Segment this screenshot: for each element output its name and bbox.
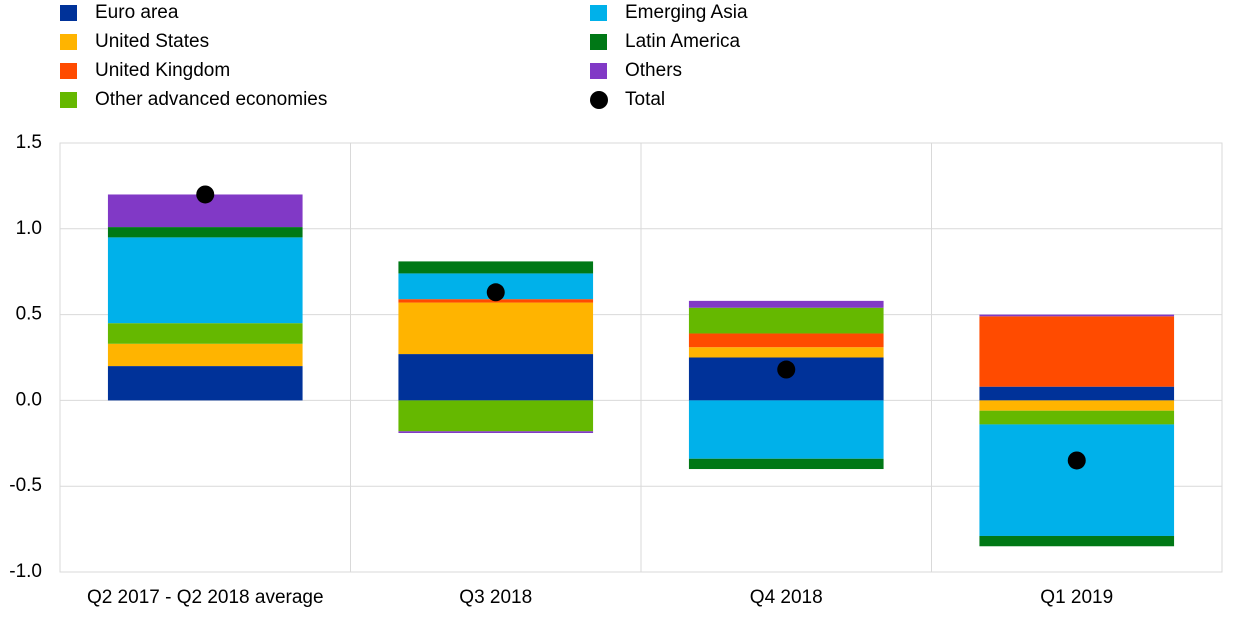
total-marker [196, 185, 215, 204]
y-tick-label: 1.5 [16, 132, 42, 153]
bar-segment [107, 323, 303, 344]
bar-segment [979, 410, 1175, 425]
bar-segment [688, 347, 884, 358]
bar-segment [398, 354, 594, 401]
bar-segment [107, 227, 303, 238]
y-tick-label: -0.5 [9, 475, 42, 496]
x-tick-label: Q4 2018 [750, 587, 823, 608]
total-marker [486, 283, 505, 302]
y-tick-label: -1.0 [9, 561, 42, 582]
legend-marker [590, 91, 608, 109]
legend-label: United States [95, 31, 209, 52]
bar-segment [107, 343, 303, 367]
legend-label: Total [625, 89, 665, 110]
bar-segment [979, 386, 1175, 401]
bar-segment [107, 237, 303, 324]
legend-swatch [590, 34, 607, 50]
bar-segment [688, 400, 884, 459]
legend-label: Latin America [625, 31, 741, 52]
bar-segment [979, 316, 1175, 387]
legend-swatch [590, 63, 607, 79]
legend-swatch [590, 5, 607, 21]
bar-segment [979, 535, 1175, 547]
legend-swatch [60, 92, 77, 108]
bar-segment [107, 366, 303, 401]
y-tick-label: 1.0 [16, 218, 42, 239]
bar-segment [979, 424, 1175, 536]
total-marker [777, 360, 796, 379]
bar-segment [688, 307, 884, 334]
bar-segment [979, 314, 1175, 317]
bar-segment [688, 300, 884, 308]
legend-label: Euro area [95, 2, 179, 23]
x-tick-label: Q2 2017 - Q2 2018 average [87, 587, 324, 608]
x-tick-label: Q3 2018 [459, 587, 532, 608]
bar-segment [398, 400, 594, 432]
legend-label: United Kingdom [95, 60, 230, 81]
legend-label: Emerging Asia [625, 2, 748, 23]
x-tick-label: Q1 2019 [1040, 587, 1113, 608]
total-marker [1067, 451, 1086, 470]
y-tick-label: 0.0 [16, 389, 42, 410]
bar-segment [398, 302, 594, 355]
bar-segment [688, 458, 884, 470]
bar-segment [979, 400, 1175, 411]
legend-label: Others [625, 60, 682, 81]
y-tick-label: 0.5 [16, 304, 42, 325]
bar-segment [688, 333, 884, 348]
legend-swatch [60, 5, 77, 21]
legend-swatch [60, 34, 77, 50]
legend-label: Other advanced economies [95, 89, 327, 110]
bar-segment [398, 261, 594, 274]
legend-swatch [60, 63, 77, 79]
bar-segment [398, 431, 594, 434]
